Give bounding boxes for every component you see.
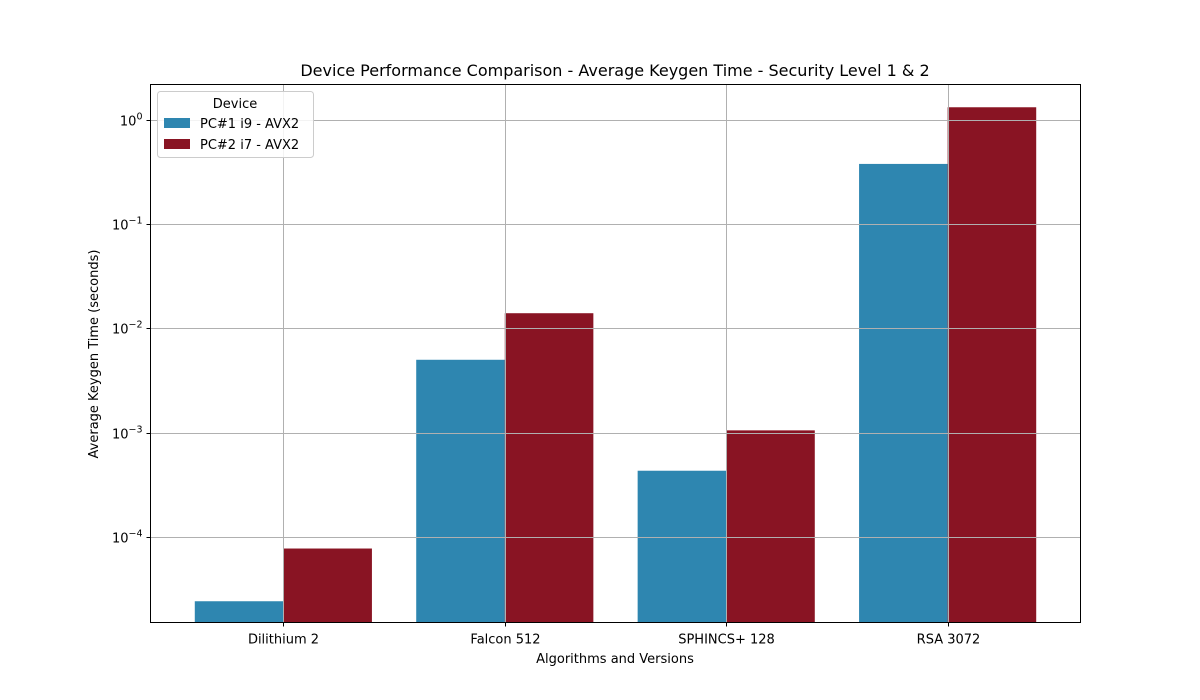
chart-title: Device Performance Comparison - Average … bbox=[300, 61, 929, 80]
legend-title: Device bbox=[213, 97, 257, 112]
bar-1-rsa-3072 bbox=[859, 163, 948, 623]
bar-2-dilithium-2 bbox=[283, 548, 372, 623]
bar-1-dilithium-2 bbox=[194, 601, 284, 623]
bar-2-sphincs-128 bbox=[726, 430, 815, 623]
y-axis-ticks: 10−4 10−3 10−2 10−1 100 bbox=[112, 112, 151, 547]
y-tick-label: 10−2 bbox=[112, 320, 143, 338]
y-tick-label: 100 bbox=[120, 112, 143, 130]
x-axis-label: Algorithms and Versions bbox=[536, 652, 694, 667]
bar-2-falcon-512 bbox=[504, 313, 594, 623]
x-tick-label: SPHINCS+ 128 bbox=[678, 633, 775, 648]
bar-2-rsa-3072 bbox=[947, 107, 1037, 623]
bar-1-sphincs-128 bbox=[637, 470, 727, 623]
legend-swatch-series-2 bbox=[164, 139, 190, 149]
legend-swatch-series-1 bbox=[164, 118, 190, 128]
legend-label-series-2: PC#2 i7 - AVX2 bbox=[200, 138, 299, 153]
x-tick-label: Falcon 512 bbox=[470, 633, 540, 648]
y-axis-label: Average Keygen Time (seconds) bbox=[87, 250, 102, 459]
y-tick-label: 10−4 bbox=[112, 529, 143, 547]
legend: Device PC#1 i9 - AVX2 PC#2 i7 - AVX2 bbox=[157, 91, 314, 158]
y-tick-label: 10−3 bbox=[112, 425, 143, 443]
y-tick-label: 10−1 bbox=[112, 216, 143, 234]
bar-1-falcon-512 bbox=[416, 359, 505, 623]
bars bbox=[194, 107, 1037, 623]
legend-box bbox=[157, 91, 314, 158]
plot-frame bbox=[150, 84, 1081, 623]
legend-label-series-1: PC#1 i9 - AVX2 bbox=[200, 117, 299, 132]
x-axis-ticks: Dilithium 2 Falcon 512 SPHINCS+ 128 RSA 307… bbox=[248, 622, 981, 648]
x-tick-label: RSA 3072 bbox=[917, 633, 981, 648]
x-tick-label: Dilithium 2 bbox=[248, 633, 319, 648]
